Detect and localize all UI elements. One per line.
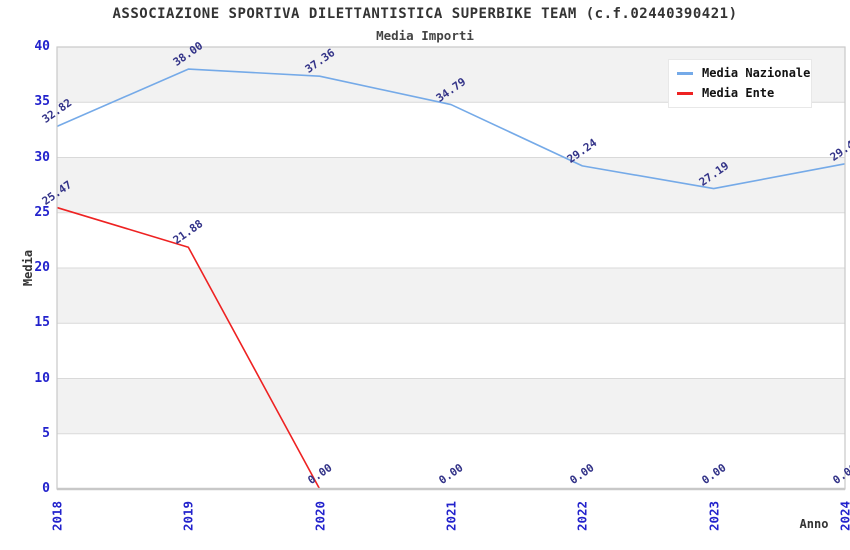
plot-band bbox=[57, 378, 845, 434]
line-media-ente bbox=[56, 206, 845, 490]
y-tick-label: 25 bbox=[34, 204, 50, 220]
x-axis-title: Anno bbox=[799, 517, 829, 531]
y-tick-label: 40 bbox=[34, 39, 50, 54]
legend-line-swatch-red-icon bbox=[677, 91, 693, 95]
y-tick-label: 0 bbox=[42, 481, 50, 496]
legend-line-swatch-blue-icon bbox=[677, 71, 693, 75]
y-tick-label: 10 bbox=[34, 370, 50, 386]
plot-band bbox=[57, 157, 845, 213]
legend: Media Nazionale Media Ente bbox=[668, 59, 812, 108]
line-media-nazionale bbox=[56, 68, 846, 190]
y-tick-label: 30 bbox=[34, 149, 50, 165]
legend-item-media-ente: Media Ente bbox=[669, 86, 811, 100]
chart-subtitle: Media Importi bbox=[376, 28, 474, 43]
plot-border bbox=[56, 46, 846, 490]
legend-label: Media Ente bbox=[702, 86, 775, 100]
chart-title: ASSOCIAZIONE SPORTIVA DILETTANTISTICA SU… bbox=[112, 6, 738, 22]
x-tick-label: 2018 bbox=[49, 500, 65, 532]
x-tick-label: 2024 bbox=[837, 500, 850, 532]
legend-label: Media Nazionale bbox=[702, 66, 811, 80]
y-axis-title: Media bbox=[21, 249, 35, 287]
y-tick-label: 35 bbox=[34, 94, 50, 110]
x-tick-label: 2020 bbox=[312, 500, 328, 532]
x-tick-label: 2019 bbox=[180, 500, 196, 532]
x-tick-label: 2023 bbox=[706, 500, 722, 532]
y-tick-label: 5 bbox=[42, 425, 50, 441]
plot-band bbox=[57, 268, 845, 324]
x-tick-label: 2022 bbox=[574, 500, 590, 532]
x-tick-label: 2021 bbox=[443, 500, 459, 532]
legend-item-media-nazionale: Media Nazionale bbox=[669, 66, 811, 80]
y-tick-label: 15 bbox=[34, 315, 50, 331]
y-tick-label: 20 bbox=[34, 260, 50, 275]
